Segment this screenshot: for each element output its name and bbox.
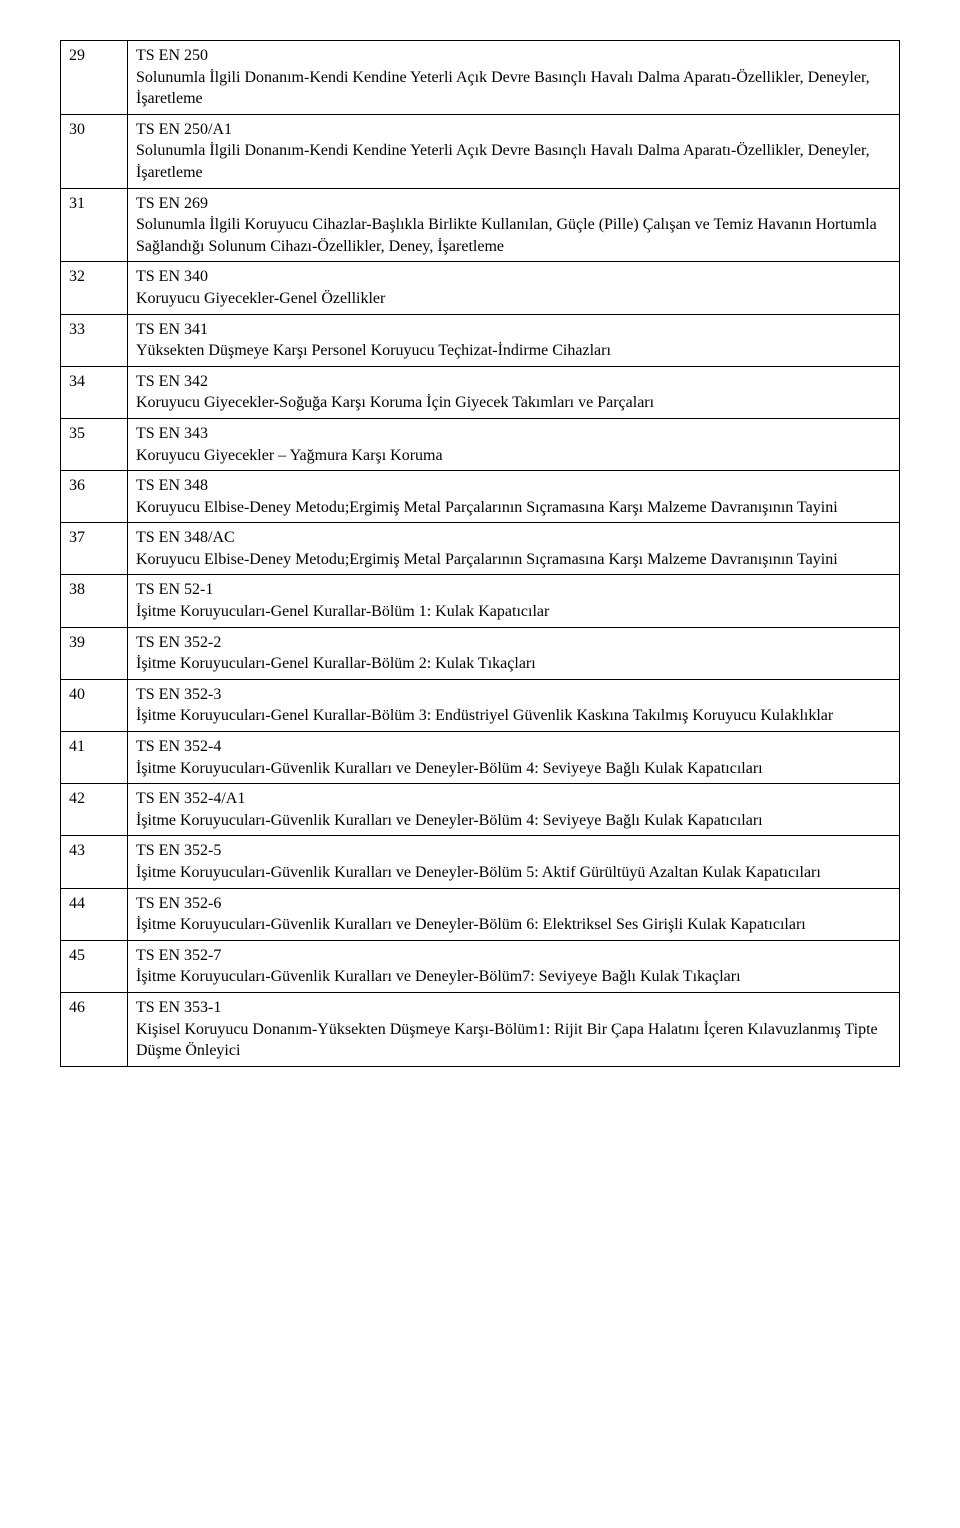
standard-code: TS EN 352-7: [136, 945, 891, 967]
standard-code: TS EN 340: [136, 266, 891, 288]
standard-code: TS EN 352-4/A1: [136, 788, 891, 810]
row-content: TS EN 342Koruyucu Giyecekler-Soğuğa Karş…: [128, 366, 900, 418]
row-content: TS EN 352-4/A1İşitme Koruyucuları-Güvenl…: [128, 784, 900, 836]
standard-description: İşitme Koruyucuları-Güvenlik Kuralları v…: [136, 914, 891, 936]
row-content: TS EN 348/ACKoruyucu Elbise-Deney Metodu…: [128, 523, 900, 575]
standard-code: TS EN 353-1: [136, 997, 891, 1019]
table-row: 36TS EN 348Koruyucu Elbise-Deney Metodu;…: [61, 471, 900, 523]
row-content: TS EN 352-5İşitme Koruyucuları-Güvenlik …: [128, 836, 900, 888]
standard-code: TS EN 352-4: [136, 736, 891, 758]
standards-table: 29TS EN 250Solunumla İlgili Donanım-Kend…: [60, 40, 900, 1067]
table-row: 40TS EN 352-3İşitme Koruyucuları-Genel K…: [61, 679, 900, 731]
row-number: 41: [61, 732, 128, 784]
table-row: 42TS EN 352-4/A1İşitme Koruyucuları-Güve…: [61, 784, 900, 836]
row-number: 32: [61, 262, 128, 314]
standard-code: TS EN 250/A1: [136, 119, 891, 141]
standard-description: Solunumla İlgili Koruyucu Cihazlar-Başlı…: [136, 214, 891, 257]
standard-description: Koruyucu Elbise-Deney Metodu;Ergimiş Met…: [136, 497, 891, 519]
row-content: TS EN 52-1İşitme Koruyucuları-Genel Kura…: [128, 575, 900, 627]
table-row: 37TS EN 348/ACKoruyucu Elbise-Deney Meto…: [61, 523, 900, 575]
table-row: 34TS EN 342Koruyucu Giyecekler-Soğuğa Ka…: [61, 366, 900, 418]
standard-code: TS EN 341: [136, 319, 891, 341]
row-number: 40: [61, 679, 128, 731]
table-row: 46TS EN 353-1Kişisel Koruyucu Donanım-Yü…: [61, 992, 900, 1066]
standard-code: TS EN 352-5: [136, 840, 891, 862]
standard-code: TS EN 348/AC: [136, 527, 891, 549]
standard-code: TS EN 348: [136, 475, 891, 497]
table-row: 45TS EN 352-7İşitme Koruyucuları-Güvenli…: [61, 940, 900, 992]
row-number: 36: [61, 471, 128, 523]
standard-code: TS EN 250: [136, 45, 891, 67]
table-row: 33TS EN 341Yüksekten Düşmeye Karşı Perso…: [61, 314, 900, 366]
row-number: 37: [61, 523, 128, 575]
row-number: 38: [61, 575, 128, 627]
row-content: TS EN 352-7İşitme Koruyucuları-Güvenlik …: [128, 940, 900, 992]
standard-description: Yüksekten Düşmeye Karşı Personel Koruyuc…: [136, 340, 891, 362]
row-number: 29: [61, 41, 128, 115]
standard-description: İşitme Koruyucuları-Genel Kurallar-Bölüm…: [136, 705, 891, 727]
row-number: 43: [61, 836, 128, 888]
row-content: TS EN 352-3İşitme Koruyucuları-Genel Kur…: [128, 679, 900, 731]
row-content: TS EN 250Solunumla İlgili Donanım-Kendi …: [128, 41, 900, 115]
standard-description: Kişisel Koruyucu Donanım-Yüksekten Düşme…: [136, 1019, 891, 1062]
standard-code: TS EN 52-1: [136, 579, 891, 601]
table-row: 39TS EN 352-2İşitme Koruyucuları-Genel K…: [61, 627, 900, 679]
row-content: TS EN 348Koruyucu Elbise-Deney Metodu;Er…: [128, 471, 900, 523]
row-number: 44: [61, 888, 128, 940]
row-number: 31: [61, 188, 128, 262]
standard-description: Koruyucu Elbise-Deney Metodu;Ergimiş Met…: [136, 549, 891, 571]
row-number: 42: [61, 784, 128, 836]
row-number: 45: [61, 940, 128, 992]
row-content: TS EN 343Koruyucu Giyecekler – Yağmura K…: [128, 418, 900, 470]
standard-description: İşitme Koruyucuları-Genel Kurallar-Bölüm…: [136, 601, 891, 623]
row-number: 35: [61, 418, 128, 470]
row-content: TS EN 353-1Kişisel Koruyucu Donanım-Yüks…: [128, 992, 900, 1066]
standard-description: Solunumla İlgili Donanım-Kendi Kendine Y…: [136, 140, 891, 183]
standard-code: TS EN 352-6: [136, 893, 891, 915]
row-content: TS EN 340Koruyucu Giyecekler-Genel Özell…: [128, 262, 900, 314]
row-content: TS EN 352-6İşitme Koruyucuları-Güvenlik …: [128, 888, 900, 940]
row-content: TS EN 352-2İşitme Koruyucuları-Genel Kur…: [128, 627, 900, 679]
standard-description: İşitme Koruyucuları-Genel Kurallar-Bölüm…: [136, 653, 891, 675]
table-row: 38TS EN 52-1İşitme Koruyucuları-Genel Ku…: [61, 575, 900, 627]
row-content: TS EN 250/A1Solunumla İlgili Donanım-Ken…: [128, 114, 900, 188]
standard-code: TS EN 343: [136, 423, 891, 445]
standard-description: Koruyucu Giyecekler – Yağmura Karşı Koru…: [136, 445, 891, 467]
standard-code: TS EN 352-3: [136, 684, 891, 706]
row-content: TS EN 269Solunumla İlgili Koruyucu Cihaz…: [128, 188, 900, 262]
table-row: 32TS EN 340Koruyucu Giyecekler-Genel Öze…: [61, 262, 900, 314]
table-row: 44TS EN 352-6İşitme Koruyucuları-Güvenli…: [61, 888, 900, 940]
row-number: 46: [61, 992, 128, 1066]
table-row: 30TS EN 250/A1Solunumla İlgili Donanım-K…: [61, 114, 900, 188]
standard-description: Solunumla İlgili Donanım-Kendi Kendine Y…: [136, 67, 891, 110]
table-row: 35TS EN 343Koruyucu Giyecekler – Yağmura…: [61, 418, 900, 470]
row-number: 39: [61, 627, 128, 679]
standard-description: İşitme Koruyucuları-Güvenlik Kuralları v…: [136, 758, 891, 780]
row-content: TS EN 352-4İşitme Koruyucuları-Güvenlik …: [128, 732, 900, 784]
table-row: 43TS EN 352-5İşitme Koruyucuları-Güvenli…: [61, 836, 900, 888]
table-row: 41TS EN 352-4İşitme Koruyucuları-Güvenli…: [61, 732, 900, 784]
standard-description: Koruyucu Giyecekler-Genel Özellikler: [136, 288, 891, 310]
standard-code: TS EN 342: [136, 371, 891, 393]
standard-description: Koruyucu Giyecekler-Soğuğa Karşı Koruma …: [136, 392, 891, 414]
standard-description: İşitme Koruyucuları-Güvenlik Kuralları v…: [136, 862, 891, 884]
row-number: 30: [61, 114, 128, 188]
row-number: 34: [61, 366, 128, 418]
row-number: 33: [61, 314, 128, 366]
row-content: TS EN 341Yüksekten Düşmeye Karşı Persone…: [128, 314, 900, 366]
standard-code: TS EN 352-2: [136, 632, 891, 654]
standard-code: TS EN 269: [136, 193, 891, 215]
standard-description: İşitme Koruyucuları-Güvenlik Kuralları v…: [136, 810, 891, 832]
table-row: 29TS EN 250Solunumla İlgili Donanım-Kend…: [61, 41, 900, 115]
table-row: 31TS EN 269Solunumla İlgili Koruyucu Cih…: [61, 188, 900, 262]
standard-description: İşitme Koruyucuları-Güvenlik Kuralları v…: [136, 966, 891, 988]
